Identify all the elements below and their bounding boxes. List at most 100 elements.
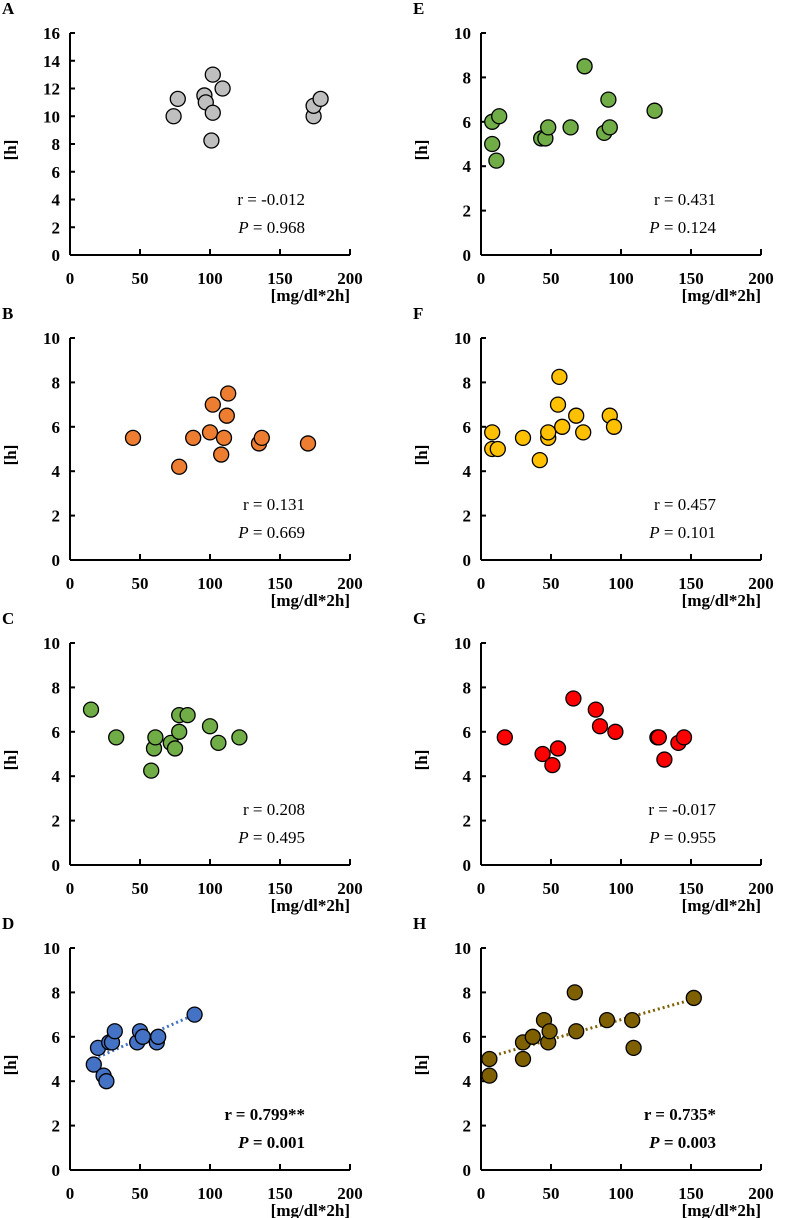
data-point [484, 135, 501, 153]
p-number: = 0.124 [660, 218, 717, 237]
data-point [650, 729, 667, 746]
panel-label: H [413, 914, 426, 933]
data-point [171, 723, 188, 740]
x-axis-label: [mg/dl*2h] [271, 591, 350, 610]
data-point [166, 740, 184, 757]
panel-label: C [2, 609, 14, 628]
y-axis-label: [h] [412, 140, 431, 161]
y-tick-label: 8 [463, 983, 472, 1002]
data-point [601, 119, 618, 136]
data-point [171, 458, 188, 475]
p-value: P = 0.495 [237, 828, 305, 847]
x-tick-label: 150 [678, 574, 704, 593]
r-value: r = 0.131 [243, 495, 305, 514]
x-tick-label: 0 [66, 574, 75, 593]
y-tick-label: 2 [463, 202, 472, 221]
data-point [566, 984, 583, 1001]
x-tick-label: 200 [748, 269, 774, 288]
data-point [85, 1056, 102, 1073]
data-point [210, 734, 227, 752]
y-tick-label: 8 [52, 135, 61, 154]
x-tick-label: 0 [477, 1184, 486, 1203]
x-tick-label: 150 [678, 269, 704, 288]
y-tick-label: 2 [463, 1117, 472, 1136]
x-tick-label: 200 [337, 269, 363, 288]
p-number: = 0.955 [660, 828, 716, 847]
x-tick-label: 0 [66, 269, 75, 288]
y-axis-label: [h] [412, 445, 431, 466]
panel-a: A 0 2 4 6 8 10 12 14 16 0 50 100 150 200 [h] [mg/dl*2h] r… [1, 0, 363, 305]
x-tick-label: 150 [267, 269, 293, 288]
p-value: P = 0.101 [648, 523, 716, 542]
x-tick-label: 100 [608, 1184, 634, 1203]
data-point [625, 1039, 642, 1057]
p-value: P = 0.955 [648, 828, 716, 847]
data-point [484, 424, 501, 441]
data-point [231, 729, 248, 746]
y-tick-label: 8 [52, 678, 61, 697]
panel-label: F [413, 304, 423, 323]
p-number: = 0.669 [249, 523, 305, 542]
y-tick-label: 2 [52, 507, 61, 526]
x-tick-label: 0 [477, 269, 486, 288]
data-point [591, 718, 609, 735]
r-value: r = 0.431 [654, 190, 716, 209]
data-point [540, 424, 557, 441]
y-tick-label: 6 [52, 723, 61, 742]
data-point [481, 1067, 498, 1084]
x-axis-label: [mg/dl*2h] [682, 896, 761, 915]
data-point [587, 701, 604, 718]
x-tick-label: 0 [477, 574, 486, 593]
y-tick-label: 0 [52, 1161, 61, 1180]
y-tick-label: 4 [52, 1072, 61, 1091]
data-point [600, 91, 617, 108]
data-point [562, 119, 579, 136]
x-tick-label: 150 [678, 1184, 704, 1203]
data-point [488, 152, 505, 169]
y-tick-label: 8 [463, 678, 472, 697]
x-tick-label: 150 [267, 879, 293, 898]
data-point [624, 1012, 641, 1029]
data-point [218, 407, 235, 424]
y-tick-label: 8 [463, 373, 472, 392]
x-tick-label: 200 [337, 879, 363, 898]
data-point [685, 989, 702, 1007]
data-point [134, 1028, 151, 1045]
y-tick-label: 8 [52, 373, 61, 392]
y-axis-label: [h] [1, 140, 20, 161]
data-point [186, 1006, 203, 1023]
data-point [551, 368, 568, 386]
y-tick-label: 0 [463, 246, 472, 265]
r-value: r = 0.735* [644, 1105, 716, 1124]
x-tick-label: 50 [132, 269, 149, 288]
panel-label: A [2, 0, 15, 18]
x-tick-label: 200 [748, 879, 774, 898]
y-tick-label: 4 [52, 462, 61, 481]
x-axis-label: [mg/dl*2h] [271, 286, 350, 305]
y-tick-label: 4 [52, 767, 61, 786]
y-tick-label: 0 [463, 856, 472, 875]
y-tick-label: 10 [454, 329, 471, 348]
r-value: r = -0.012 [237, 190, 305, 209]
data-point [514, 429, 532, 447]
y-axis-label: [h] [412, 750, 431, 771]
panel-label: E [413, 0, 424, 18]
data-point [124, 429, 142, 447]
y-tick-label: 16 [43, 24, 60, 43]
p-symbol: P [648, 1133, 660, 1152]
data-point [481, 1050, 498, 1068]
x-tick-label: 50 [543, 1184, 560, 1203]
data-point [201, 718, 219, 735]
y-tick-label: 10 [454, 634, 471, 653]
y-tick-label: 0 [52, 856, 61, 875]
x-tick-label: 100 [608, 269, 634, 288]
x-axis-label: [mg/dl*2h] [682, 286, 761, 305]
y-tick-label: 10 [454, 939, 471, 958]
data-point [675, 729, 693, 746]
data-point [179, 707, 196, 724]
y-tick-label: 6 [52, 163, 61, 182]
p-number: = 0.968 [249, 218, 305, 237]
data-point [204, 396, 221, 413]
